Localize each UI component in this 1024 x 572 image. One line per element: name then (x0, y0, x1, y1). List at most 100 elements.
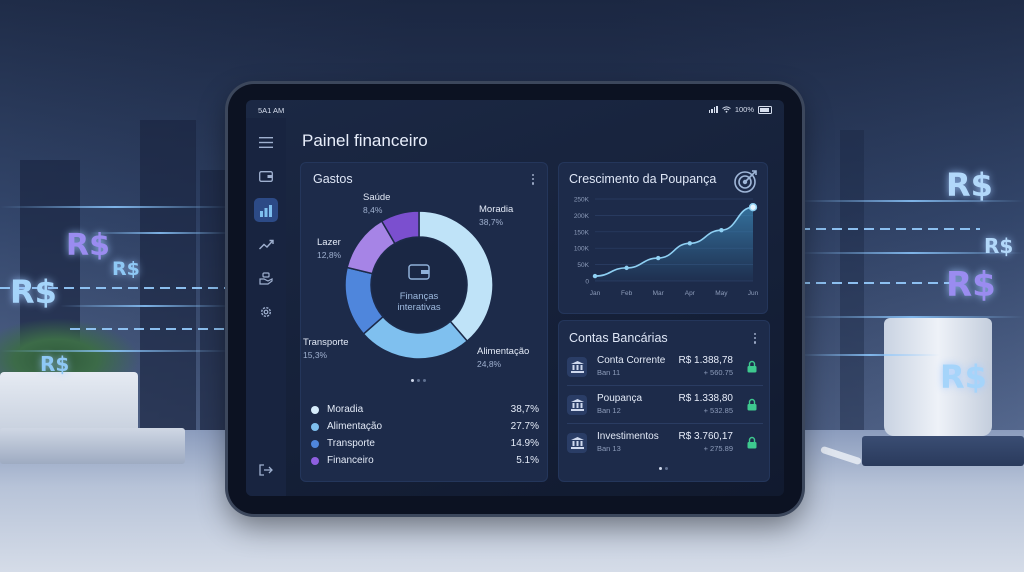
data-stream-line (800, 200, 1024, 202)
currency-symbol: R$ (984, 234, 1014, 258)
expenses-card: Gastos Finanças interativas Saúde 8,4% Mo… (300, 162, 548, 482)
lock-icon[interactable] (747, 436, 757, 449)
status-indicators: 100% (708, 105, 772, 114)
currency-symbol: R$ (40, 352, 70, 376)
status-time: 5A1 AM (258, 106, 285, 115)
data-stream-line (0, 287, 230, 289)
account-name: Conta Corrente (597, 355, 666, 366)
donut-center-text: Finanças (400, 291, 439, 302)
gear-icon[interactable] (254, 300, 278, 324)
account-delta: + 532.85 (703, 406, 733, 415)
account-delta: + 275.89 (703, 444, 733, 453)
x-tick-label: Apr (685, 290, 696, 297)
legend-label: Financeiro (327, 455, 374, 466)
trend-line-icon[interactable] (254, 232, 278, 256)
slice-label-lazer: Lazer 12,8% (317, 237, 342, 260)
account-row[interactable]: Poupança Ban 12 R$ 1.338,80 + 532.85 (567, 389, 763, 424)
signal-icon (708, 106, 718, 113)
y-tick-label: 200K (574, 213, 590, 220)
data-stream-line (90, 232, 230, 234)
pen-cup (884, 318, 992, 436)
legend-label: Moradia (327, 404, 364, 415)
legend-row: Financeiro 5.1% (311, 454, 539, 470)
bank-accounts-title: Contas Bancárias (569, 331, 668, 345)
slice-label-alimentacao: Alimentação 24,8% (477, 346, 530, 369)
expenses-more-icon[interactable] (532, 174, 535, 185)
menu-icon[interactable] (254, 130, 278, 154)
bar-chart-icon[interactable] (254, 198, 278, 222)
currency-symbol: R$ (10, 273, 57, 311)
donut-center (372, 238, 466, 332)
legend-value: 27.7% (510, 421, 539, 432)
background-building (840, 130, 864, 440)
account-balance: R$ 1.338,80 (678, 393, 734, 404)
savings-point (656, 255, 661, 261)
currency-symbol: R$ (946, 166, 993, 204)
currency-symbol: R$ (112, 258, 140, 280)
y-tick-label: 150K (574, 229, 590, 236)
data-stream-line (800, 282, 950, 284)
account-bank: Ban 12 (597, 406, 621, 415)
accounts-more-icon[interactable] (754, 333, 757, 344)
slice-label-moradia: Moradia 38,7% (479, 204, 514, 227)
wallet-icon[interactable] (254, 164, 278, 188)
sidebar (246, 118, 286, 496)
savings-growth-title: Crescimento da Poupança (569, 172, 717, 186)
legend-dot (311, 406, 319, 414)
account-name: Poupança (597, 393, 643, 404)
logout-icon[interactable] (254, 458, 278, 482)
x-tick-label: Feb (621, 290, 633, 297)
carousel-dots[interactable] (411, 379, 426, 382)
account-delta: + 560.75 (703, 368, 733, 377)
data-stream-line (60, 305, 230, 307)
plant-icon (0, 318, 140, 378)
target-icon[interactable] (733, 168, 759, 194)
data-stream-line (0, 350, 230, 352)
bank-icon (567, 395, 587, 415)
account-balance: R$ 1.388,78 (678, 355, 734, 366)
savings-growth-chart: 0 50K 100K 150K 200K 250K Jan Feb Mar Apr May Jun (574, 197, 759, 298)
lock-icon[interactable] (747, 360, 757, 373)
savings-point (687, 241, 692, 246)
battery-percent: 100% (734, 105, 754, 114)
lock-icon[interactable] (747, 398, 757, 411)
legend-label: Alimentação (327, 421, 383, 432)
account-row[interactable]: Investimentos Ban 13 R$ 3.760,17 + 275.8… (567, 427, 763, 461)
tablet-screen: 5A1 AM 100% (246, 100, 784, 496)
hand-coins-icon[interactable] (254, 266, 278, 290)
data-stream-line (70, 328, 230, 330)
battery-icon (758, 105, 772, 114)
account-name: Investimentos (597, 431, 659, 442)
currency-symbol: R$ (946, 265, 996, 305)
wallet-icon (408, 264, 430, 280)
legend-row: Alimentação 27.7% (311, 420, 539, 436)
data-stream-line (800, 228, 980, 230)
expenses-title: Gastos (313, 172, 353, 186)
legend-row: Moradia 38,7% (311, 403, 539, 419)
carousel-dots[interactable] (659, 467, 668, 470)
slice-label-saude: Saúde 8,4% (363, 192, 391, 215)
legend-value: 38,7% (510, 404, 539, 415)
notebook (862, 436, 1024, 466)
data-stream-line (0, 206, 230, 208)
status-bar: 5A1 AM 100% (246, 100, 784, 118)
legend-value: 5.1% (516, 455, 539, 466)
legend-dot (311, 423, 319, 431)
savings-point (592, 273, 598, 279)
legend-dot (311, 440, 319, 448)
legend-label: Transporte (327, 438, 375, 449)
donut-slice (418, 210, 494, 343)
data-stream-line (800, 354, 940, 356)
account-row[interactable]: Conta Corrente Ban 11 R$ 1.388,78 + 560.… (567, 351, 763, 386)
savings-area (595, 207, 753, 281)
donut-slice (380, 210, 420, 245)
savings-line (594, 206, 754, 277)
y-tick-label: 50K (577, 262, 589, 269)
x-tick-label: Jan (590, 290, 601, 297)
page-title: Painel financeiro (302, 131, 428, 150)
y-tick-label: 250K (574, 197, 590, 204)
currency-symbol: R$ (940, 358, 987, 396)
data-stream-line (800, 316, 1024, 318)
x-tick-label: Jun (748, 290, 759, 297)
data-stream-line (800, 252, 1024, 254)
